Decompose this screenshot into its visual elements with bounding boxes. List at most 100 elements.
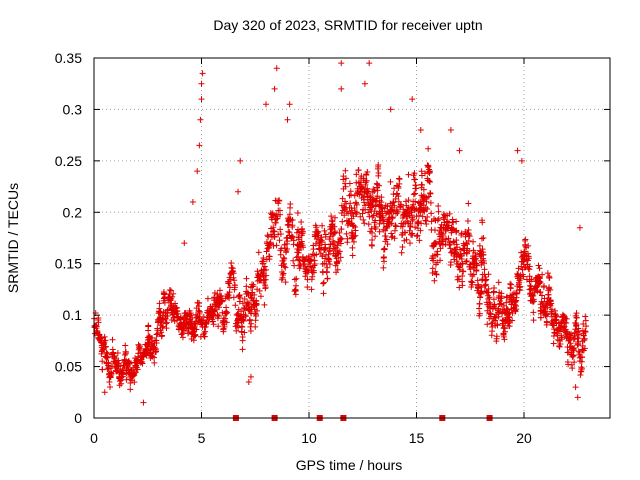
data-point [337, 254, 344, 261]
data-point [535, 262, 542, 269]
data-point [140, 399, 147, 406]
data-point [387, 106, 394, 113]
data-point [337, 235, 344, 242]
data-point [391, 235, 398, 242]
data-point [382, 232, 389, 239]
data-point [99, 358, 106, 365]
data-point [582, 317, 589, 324]
data-point [347, 191, 354, 198]
data-point [426, 179, 433, 186]
data-point [298, 238, 305, 245]
data-point [238, 308, 245, 315]
data-point [181, 240, 188, 247]
data-point [226, 295, 233, 302]
data-point [375, 162, 382, 169]
data-point [251, 291, 258, 298]
data-point [296, 247, 303, 254]
data-point [337, 240, 344, 247]
data-point [490, 296, 497, 303]
data-point [288, 233, 295, 240]
data-point [281, 263, 288, 270]
data-point [544, 270, 551, 277]
data-point [161, 299, 168, 306]
data-point [485, 295, 492, 302]
data-point [485, 285, 492, 292]
data-point [539, 271, 546, 278]
data-point [579, 354, 586, 361]
data-point [145, 323, 152, 330]
data-point [409, 96, 416, 103]
y-tick-label: 0.3 [63, 101, 83, 117]
data-point [362, 202, 369, 209]
data-point [166, 287, 173, 294]
data-point [293, 275, 300, 282]
data-point [453, 218, 460, 225]
data-point [93, 323, 100, 330]
data-point [474, 262, 481, 269]
data-point [526, 273, 533, 280]
data-point [291, 276, 298, 283]
data-point [466, 233, 473, 240]
data-point [378, 194, 385, 201]
data-point [252, 313, 259, 320]
data-point [449, 216, 456, 223]
data-point [248, 294, 255, 301]
data-point [456, 264, 463, 271]
data-point [363, 177, 370, 184]
data-point [299, 225, 306, 232]
data-point [575, 331, 582, 338]
data-point [521, 248, 528, 255]
data-point [193, 326, 200, 333]
data-point [197, 116, 204, 123]
x-axis-ticks: 0 5 10 15 20 [90, 58, 532, 446]
data-point [447, 259, 454, 266]
y-tick-label: 0 [74, 410, 82, 426]
data-point [576, 224, 583, 231]
data-point [375, 182, 382, 189]
data-point [412, 198, 419, 205]
data-point [456, 276, 463, 283]
data-point [108, 370, 115, 377]
data-point [431, 277, 438, 284]
data-point [321, 227, 328, 234]
data-point [278, 245, 285, 252]
data-point [563, 320, 570, 327]
data-point [334, 242, 341, 249]
data-point [446, 210, 453, 217]
data-point [485, 271, 492, 278]
data-point [248, 320, 255, 327]
data-point [421, 208, 428, 215]
data-point [324, 275, 331, 282]
data-point [210, 313, 217, 320]
data-point [396, 175, 403, 182]
data-point [156, 300, 163, 307]
data-point [260, 255, 267, 262]
data-point [522, 236, 529, 243]
data-point [456, 246, 463, 253]
data-point [390, 198, 397, 205]
data-point [273, 242, 280, 249]
data-point [245, 299, 252, 306]
data-point [369, 202, 376, 209]
data-point [581, 335, 588, 342]
data-point [525, 242, 532, 249]
data-point [447, 245, 454, 252]
data-point [167, 297, 174, 304]
data-point [576, 349, 583, 356]
data-point [476, 300, 483, 307]
data-point [222, 315, 229, 322]
data-point [410, 191, 417, 198]
data-point [530, 317, 537, 324]
data-point [154, 330, 161, 337]
chart-title: Day 320 of 2023, SRMTID for receiver upt… [213, 17, 482, 33]
data-point [344, 235, 351, 242]
data-point [98, 334, 105, 341]
data-point [199, 70, 206, 77]
data-point [431, 227, 438, 234]
data-point [383, 236, 390, 243]
data-point [131, 379, 138, 386]
data-point [241, 295, 248, 302]
data-point [493, 333, 500, 340]
data-point [522, 241, 529, 248]
data-point [103, 349, 110, 356]
